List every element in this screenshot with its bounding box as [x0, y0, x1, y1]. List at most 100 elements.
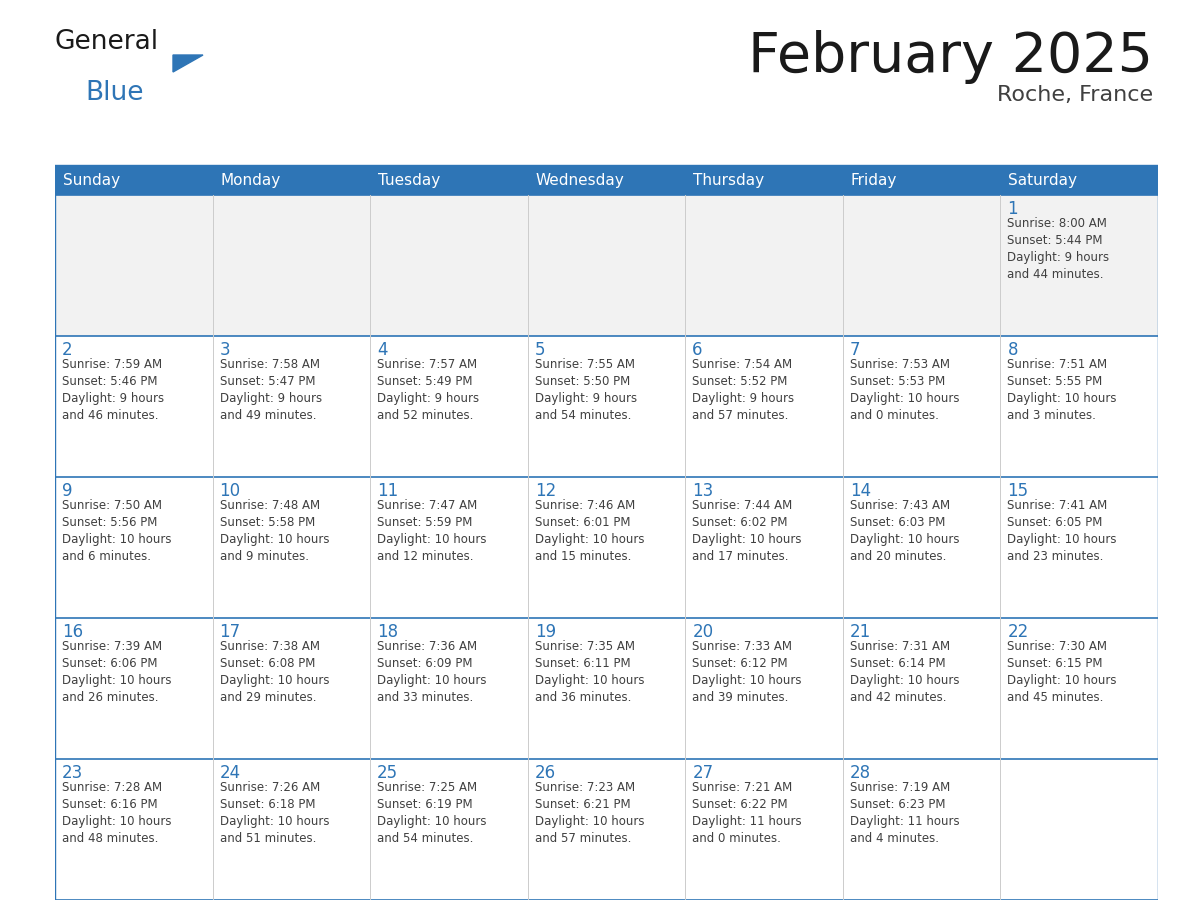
Text: Monday: Monday: [221, 173, 280, 187]
Text: Sunrise: 7:25 AM
Sunset: 6:19 PM
Daylight: 10 hours
and 54 minutes.: Sunrise: 7:25 AM Sunset: 6:19 PM Dayligh…: [377, 781, 487, 845]
Text: Wednesday: Wednesday: [536, 173, 625, 187]
Text: Sunday: Sunday: [63, 173, 120, 187]
Bar: [55, 477, 213, 618]
Bar: [55, 618, 213, 759]
Bar: [213, 165, 371, 195]
Text: Sunrise: 7:30 AM
Sunset: 6:15 PM
Daylight: 10 hours
and 45 minutes.: Sunrise: 7:30 AM Sunset: 6:15 PM Dayligh…: [1007, 640, 1117, 704]
Text: Sunrise: 7:55 AM
Sunset: 5:50 PM
Daylight: 9 hours
and 54 minutes.: Sunrise: 7:55 AM Sunset: 5:50 PM Dayligh…: [535, 358, 637, 422]
Bar: [55, 195, 213, 336]
Bar: [213, 195, 371, 336]
Text: Sunrise: 7:58 AM
Sunset: 5:47 PM
Daylight: 9 hours
and 49 minutes.: Sunrise: 7:58 AM Sunset: 5:47 PM Dayligh…: [220, 358, 322, 422]
Bar: [1000, 336, 1158, 477]
Text: Friday: Friday: [851, 173, 897, 187]
Bar: [527, 618, 685, 759]
Bar: [685, 165, 842, 195]
Text: 11: 11: [377, 482, 398, 500]
Bar: [55, 759, 213, 900]
Text: 17: 17: [220, 623, 241, 641]
Text: Sunrise: 7:19 AM
Sunset: 6:23 PM
Daylight: 11 hours
and 4 minutes.: Sunrise: 7:19 AM Sunset: 6:23 PM Dayligh…: [849, 781, 960, 845]
Text: 27: 27: [693, 764, 714, 782]
Text: Sunrise: 7:54 AM
Sunset: 5:52 PM
Daylight: 9 hours
and 57 minutes.: Sunrise: 7:54 AM Sunset: 5:52 PM Dayligh…: [693, 358, 795, 422]
Text: 28: 28: [849, 764, 871, 782]
Bar: [527, 759, 685, 900]
Text: Blue: Blue: [86, 80, 144, 106]
Text: Sunrise: 8:00 AM
Sunset: 5:44 PM
Daylight: 9 hours
and 44 minutes.: Sunrise: 8:00 AM Sunset: 5:44 PM Dayligh…: [1007, 217, 1110, 281]
Bar: [1000, 618, 1158, 759]
Bar: [842, 165, 1000, 195]
Text: 7: 7: [849, 341, 860, 359]
Text: 4: 4: [377, 341, 387, 359]
Text: Sunrise: 7:33 AM
Sunset: 6:12 PM
Daylight: 10 hours
and 39 minutes.: Sunrise: 7:33 AM Sunset: 6:12 PM Dayligh…: [693, 640, 802, 704]
Text: 10: 10: [220, 482, 241, 500]
Text: 5: 5: [535, 341, 545, 359]
Bar: [685, 759, 842, 900]
Text: Sunrise: 7:53 AM
Sunset: 5:53 PM
Daylight: 10 hours
and 0 minutes.: Sunrise: 7:53 AM Sunset: 5:53 PM Dayligh…: [849, 358, 960, 422]
Bar: [685, 336, 842, 477]
Bar: [1000, 195, 1158, 336]
Text: Sunrise: 7:28 AM
Sunset: 6:16 PM
Daylight: 10 hours
and 48 minutes.: Sunrise: 7:28 AM Sunset: 6:16 PM Dayligh…: [62, 781, 171, 845]
Text: Sunrise: 7:36 AM
Sunset: 6:09 PM
Daylight: 10 hours
and 33 minutes.: Sunrise: 7:36 AM Sunset: 6:09 PM Dayligh…: [377, 640, 487, 704]
Text: Thursday: Thursday: [694, 173, 764, 187]
Bar: [213, 336, 371, 477]
Text: 12: 12: [535, 482, 556, 500]
Text: Sunrise: 7:46 AM
Sunset: 6:01 PM
Daylight: 10 hours
and 15 minutes.: Sunrise: 7:46 AM Sunset: 6:01 PM Dayligh…: [535, 499, 644, 563]
Text: 24: 24: [220, 764, 241, 782]
Text: Sunrise: 7:31 AM
Sunset: 6:14 PM
Daylight: 10 hours
and 42 minutes.: Sunrise: 7:31 AM Sunset: 6:14 PM Dayligh…: [849, 640, 960, 704]
Text: 20: 20: [693, 623, 714, 641]
Text: 18: 18: [377, 623, 398, 641]
Text: 16: 16: [62, 623, 83, 641]
Bar: [371, 336, 527, 477]
Text: 23: 23: [62, 764, 83, 782]
Text: 25: 25: [377, 764, 398, 782]
Text: Sunrise: 7:59 AM
Sunset: 5:46 PM
Daylight: 9 hours
and 46 minutes.: Sunrise: 7:59 AM Sunset: 5:46 PM Dayligh…: [62, 358, 164, 422]
Polygon shape: [173, 55, 203, 72]
Bar: [371, 477, 527, 618]
Bar: [213, 477, 371, 618]
Bar: [685, 195, 842, 336]
Bar: [842, 477, 1000, 618]
Text: February 2025: February 2025: [748, 30, 1154, 84]
Text: Tuesday: Tuesday: [378, 173, 441, 187]
Bar: [371, 618, 527, 759]
Bar: [685, 618, 842, 759]
Bar: [842, 618, 1000, 759]
Text: Sunrise: 7:38 AM
Sunset: 6:08 PM
Daylight: 10 hours
and 29 minutes.: Sunrise: 7:38 AM Sunset: 6:08 PM Dayligh…: [220, 640, 329, 704]
Text: 26: 26: [535, 764, 556, 782]
Bar: [1000, 759, 1158, 900]
Text: Sunrise: 7:47 AM
Sunset: 5:59 PM
Daylight: 10 hours
and 12 minutes.: Sunrise: 7:47 AM Sunset: 5:59 PM Dayligh…: [377, 499, 487, 563]
Text: Sunrise: 7:48 AM
Sunset: 5:58 PM
Daylight: 10 hours
and 9 minutes.: Sunrise: 7:48 AM Sunset: 5:58 PM Dayligh…: [220, 499, 329, 563]
Text: 9: 9: [62, 482, 72, 500]
Bar: [527, 477, 685, 618]
Bar: [527, 195, 685, 336]
Bar: [371, 195, 527, 336]
Bar: [842, 759, 1000, 900]
Text: 15: 15: [1007, 482, 1029, 500]
Text: 14: 14: [849, 482, 871, 500]
Text: 6: 6: [693, 341, 703, 359]
Text: Sunrise: 7:21 AM
Sunset: 6:22 PM
Daylight: 11 hours
and 0 minutes.: Sunrise: 7:21 AM Sunset: 6:22 PM Dayligh…: [693, 781, 802, 845]
Bar: [1000, 165, 1158, 195]
Bar: [842, 336, 1000, 477]
Bar: [1000, 477, 1158, 618]
Text: Sunrise: 7:23 AM
Sunset: 6:21 PM
Daylight: 10 hours
and 57 minutes.: Sunrise: 7:23 AM Sunset: 6:21 PM Dayligh…: [535, 781, 644, 845]
Text: Saturday: Saturday: [1009, 173, 1078, 187]
Text: Roche, France: Roche, France: [997, 85, 1154, 105]
Text: Sunrise: 7:51 AM
Sunset: 5:55 PM
Daylight: 10 hours
and 3 minutes.: Sunrise: 7:51 AM Sunset: 5:55 PM Dayligh…: [1007, 358, 1117, 422]
Bar: [55, 165, 213, 195]
Text: Sunrise: 7:50 AM
Sunset: 5:56 PM
Daylight: 10 hours
and 6 minutes.: Sunrise: 7:50 AM Sunset: 5:56 PM Dayligh…: [62, 499, 171, 563]
Text: 13: 13: [693, 482, 714, 500]
Text: 3: 3: [220, 341, 230, 359]
Text: Sunrise: 7:57 AM
Sunset: 5:49 PM
Daylight: 9 hours
and 52 minutes.: Sunrise: 7:57 AM Sunset: 5:49 PM Dayligh…: [377, 358, 479, 422]
Text: Sunrise: 7:41 AM
Sunset: 6:05 PM
Daylight: 10 hours
and 23 minutes.: Sunrise: 7:41 AM Sunset: 6:05 PM Dayligh…: [1007, 499, 1117, 563]
Text: 21: 21: [849, 623, 871, 641]
Text: 19: 19: [535, 623, 556, 641]
Bar: [527, 336, 685, 477]
Text: 1: 1: [1007, 200, 1018, 218]
Bar: [527, 165, 685, 195]
Bar: [685, 477, 842, 618]
Text: Sunrise: 7:26 AM
Sunset: 6:18 PM
Daylight: 10 hours
and 51 minutes.: Sunrise: 7:26 AM Sunset: 6:18 PM Dayligh…: [220, 781, 329, 845]
Text: General: General: [55, 29, 159, 55]
Text: Sunrise: 7:39 AM
Sunset: 6:06 PM
Daylight: 10 hours
and 26 minutes.: Sunrise: 7:39 AM Sunset: 6:06 PM Dayligh…: [62, 640, 171, 704]
Text: Sunrise: 7:35 AM
Sunset: 6:11 PM
Daylight: 10 hours
and 36 minutes.: Sunrise: 7:35 AM Sunset: 6:11 PM Dayligh…: [535, 640, 644, 704]
Text: Sunrise: 7:44 AM
Sunset: 6:02 PM
Daylight: 10 hours
and 17 minutes.: Sunrise: 7:44 AM Sunset: 6:02 PM Dayligh…: [693, 499, 802, 563]
